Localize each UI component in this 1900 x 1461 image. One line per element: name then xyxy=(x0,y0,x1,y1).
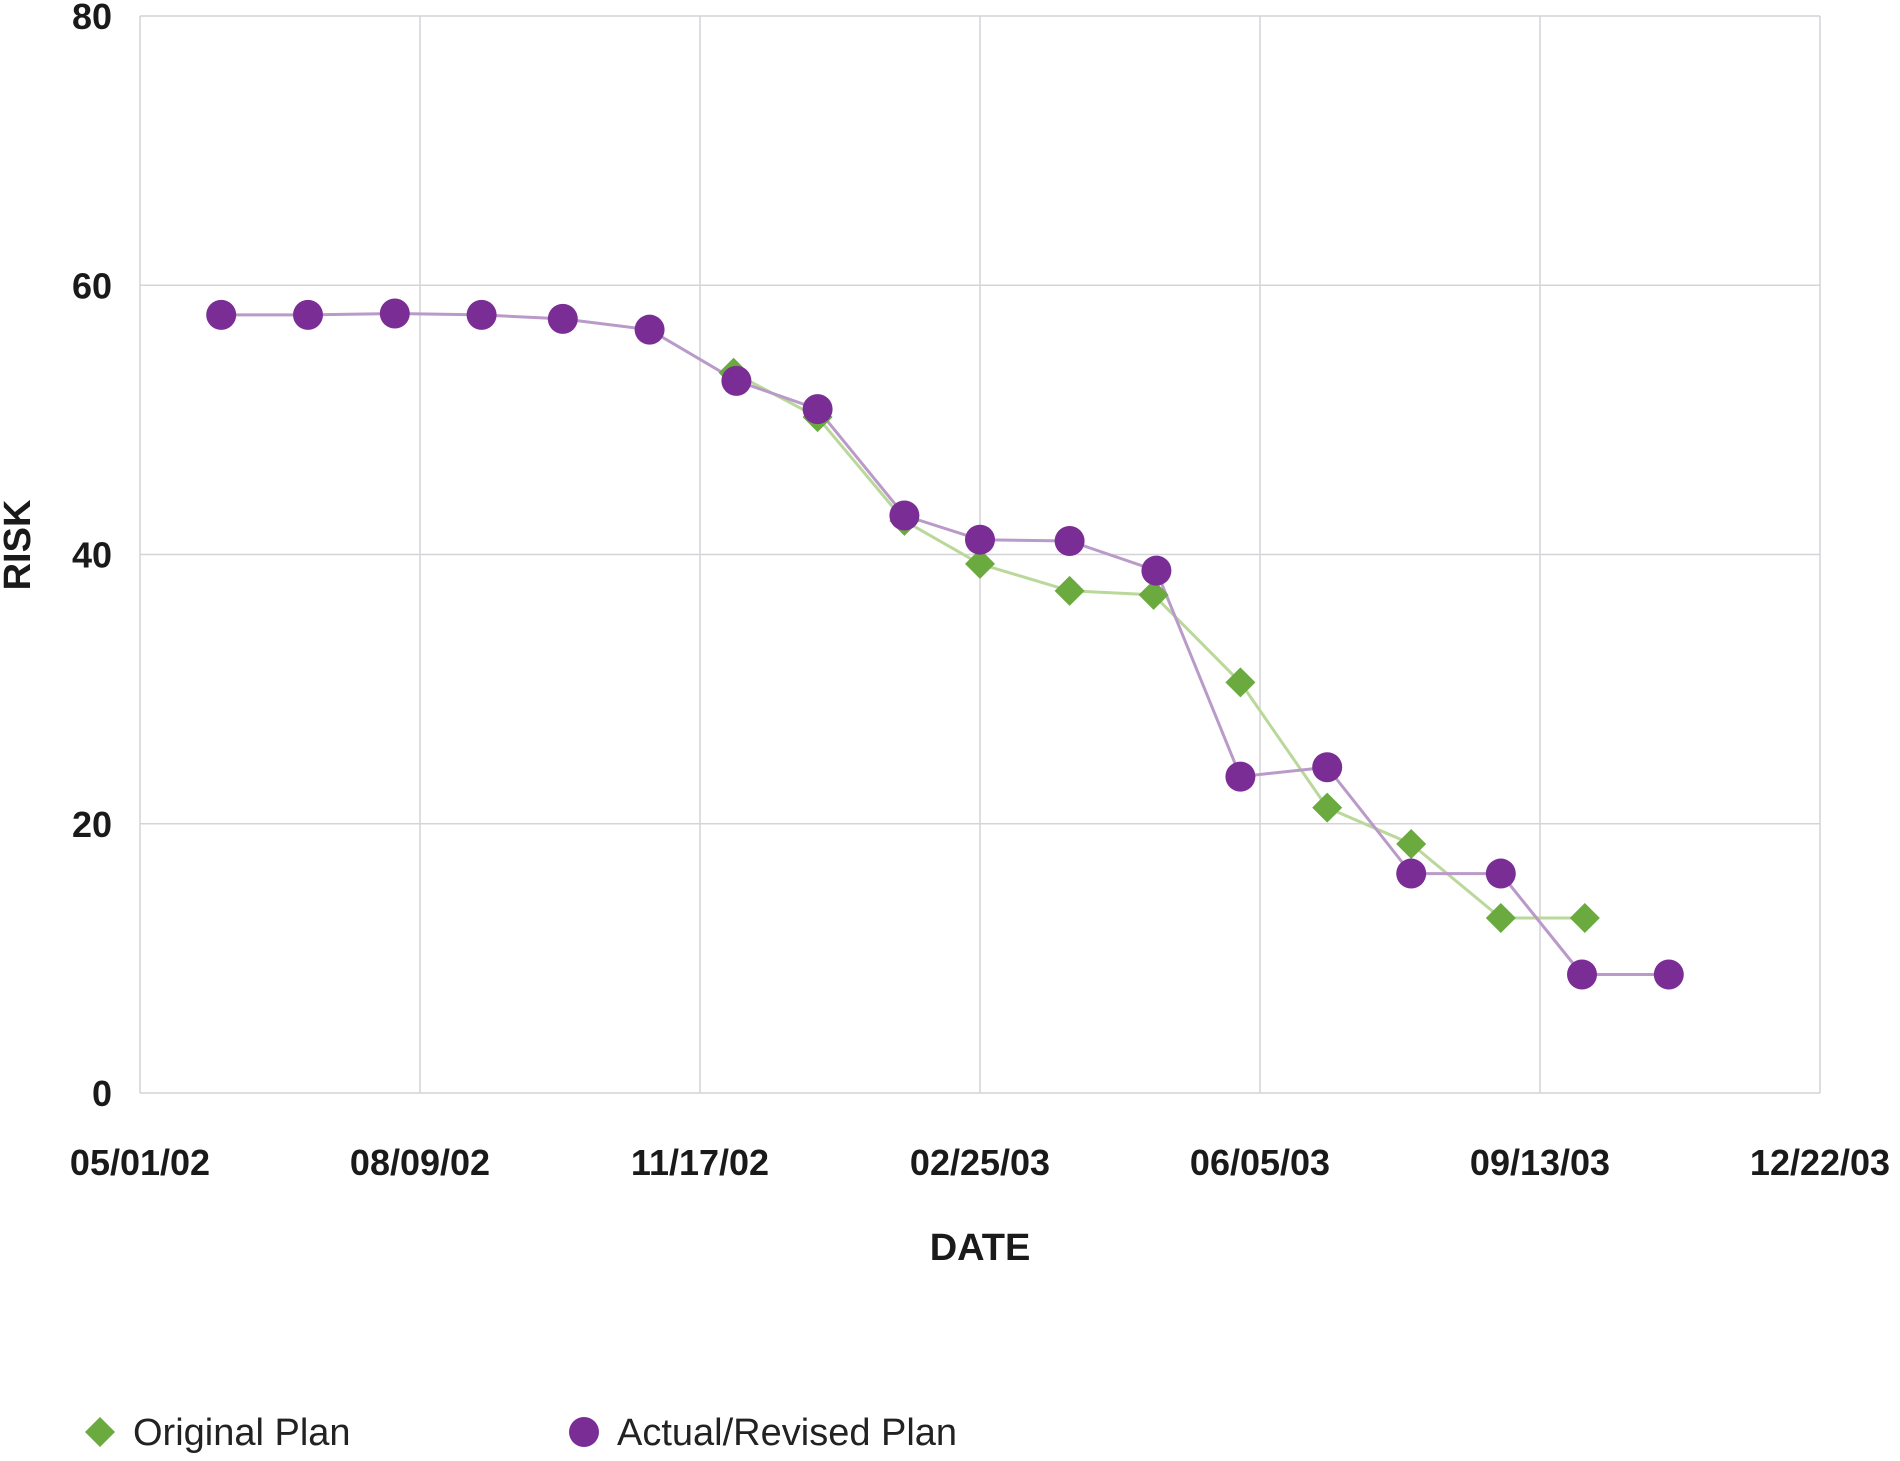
legend-diamond-icon xyxy=(85,1417,115,1447)
data-point-circle xyxy=(1653,959,1684,990)
data-point-circle xyxy=(1396,858,1427,889)
data-point-diamond xyxy=(1396,828,1427,859)
data-point-circle xyxy=(466,299,497,330)
data-point-diamond xyxy=(1485,902,1516,933)
data-point-circle xyxy=(1312,752,1343,783)
series-markers xyxy=(206,298,1684,990)
x-tick-label: 02/25/03 xyxy=(910,1142,1050,1183)
data-point-diamond xyxy=(1225,667,1256,698)
y-tick-label: 80 xyxy=(72,0,112,37)
data-point-circle xyxy=(802,394,833,425)
data-point-diamond xyxy=(1054,575,1085,606)
x-tick-labels: 05/01/02 08/09/02 11/17/02 02/25/03 06/05/03… xyxy=(70,1142,1890,1183)
y-tick-label: 60 xyxy=(72,265,112,306)
data-point-circle xyxy=(1567,959,1597,990)
data-point-circle xyxy=(634,314,665,345)
x-tick-label: 08/09/02 xyxy=(350,1142,490,1183)
data-point-circle xyxy=(547,303,578,334)
data-point-circle xyxy=(1054,526,1085,557)
legend-label-actual-revised-plan: Actual/Revised Plan xyxy=(617,1412,957,1454)
data-point-diamond xyxy=(1569,902,1600,933)
data-point-circle xyxy=(1225,761,1256,792)
data-point-circle xyxy=(206,299,237,330)
series-line-0 xyxy=(732,371,1585,920)
x-axis-title: DATE xyxy=(930,1227,1031,1269)
y-tick-label: 0 xyxy=(92,1073,112,1114)
data-point-circle xyxy=(965,524,995,555)
x-tick-label: 06/05/03 xyxy=(1190,1142,1330,1183)
data-point-circle xyxy=(293,299,323,330)
x-tick-label: 09/13/03 xyxy=(1470,1142,1610,1183)
series-line-1 xyxy=(221,312,1669,976)
data-point-diamond xyxy=(1312,792,1343,823)
y-tick-label: 40 xyxy=(72,535,112,576)
data-point-circle xyxy=(379,298,410,329)
data-point-diamond xyxy=(965,548,995,579)
data-point-circle xyxy=(721,365,752,396)
grid xyxy=(139,15,1821,1094)
y-tick-labels: 0 20 40 60 80 xyxy=(72,0,112,1114)
y-axis-title: RISK xyxy=(0,499,39,590)
x-tick-label: 12/22/03 xyxy=(1750,1142,1890,1183)
series-lines xyxy=(221,312,1669,976)
data-point-circle xyxy=(1141,555,1172,586)
data-point-circle xyxy=(1485,858,1516,889)
data-point-diamond xyxy=(1138,579,1169,610)
data-point-circle xyxy=(889,500,920,531)
y-tick-label: 20 xyxy=(72,804,112,845)
x-tick-label: 05/01/02 xyxy=(70,1142,210,1183)
legend: Original Plan Actual/Revised Plan xyxy=(85,1412,957,1454)
legend-circle-icon xyxy=(569,1417,599,1447)
x-tick-label: 11/17/02 xyxy=(631,1142,769,1183)
legend-label-original-plan: Original Plan xyxy=(133,1412,351,1454)
